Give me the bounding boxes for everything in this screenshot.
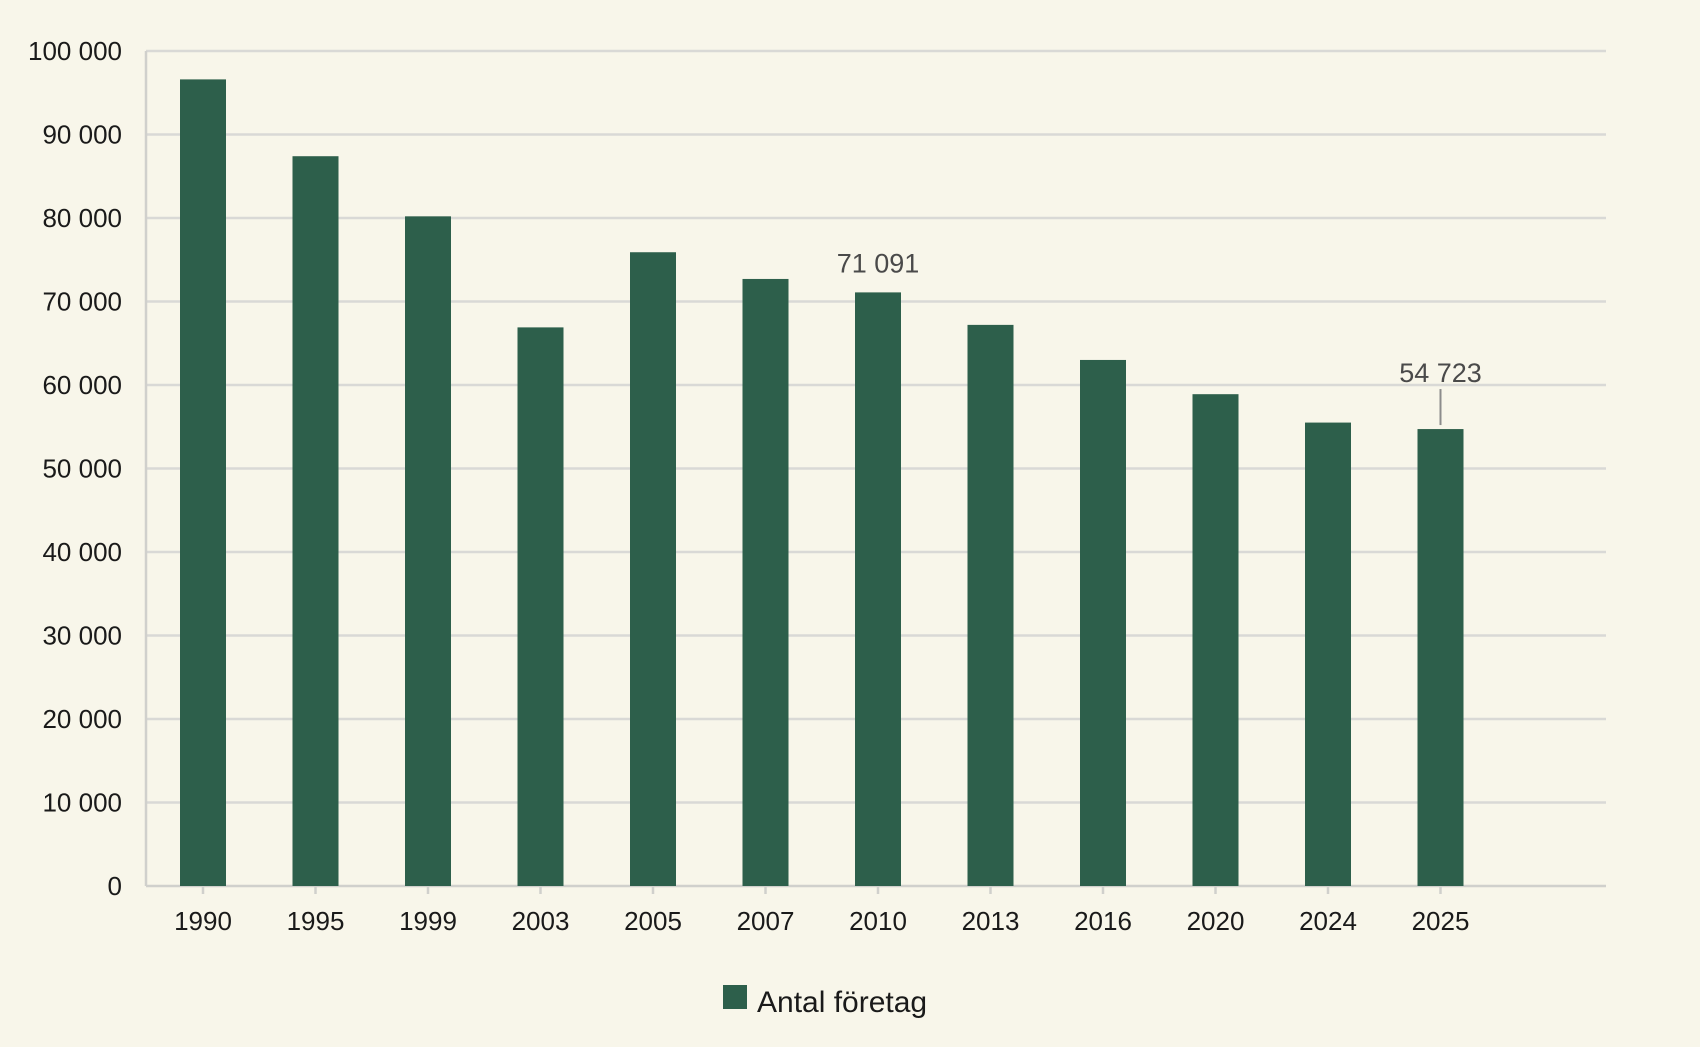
bar-2025 <box>1417 429 1464 886</box>
legend-swatch <box>723 985 747 1009</box>
y-tick-label: 30 000 <box>42 621 122 651</box>
y-tick-label: 10 000 <box>42 788 122 818</box>
data-labels: 71 091 54 723 <box>837 248 1482 426</box>
y-tick-label: 70 000 <box>42 287 122 317</box>
bar-1995 <box>292 156 339 886</box>
x-tick-label-2024: 2024 <box>1299 906 1357 936</box>
y-tick-label: 40 000 <box>42 537 122 567</box>
legend-label: Antal företag <box>757 986 927 1019</box>
data-label-2010: 71 091 <box>837 248 920 278</box>
bar-2013 <box>967 324 1014 886</box>
y-tick-label: 0 <box>108 871 122 901</box>
x-tick-label-1995: 1995 <box>287 906 345 936</box>
x-tick-label-2005: 2005 <box>624 906 682 936</box>
x-tick-label-2020: 2020 <box>1187 906 1245 936</box>
bar-2003 <box>517 327 564 886</box>
x-tick-label-2010: 2010 <box>849 906 907 936</box>
bar-2024 <box>1305 422 1351 886</box>
bar-2020 <box>1192 394 1239 886</box>
y-tick-label: 80 000 <box>42 203 122 233</box>
bar-1990 <box>180 79 226 886</box>
legend: Antal företag <box>723 985 927 1019</box>
bar-1999 <box>405 216 451 886</box>
x-tick-label-2013: 2013 <box>962 906 1020 936</box>
y-tick-label: 90 000 <box>42 120 122 150</box>
y-tick-label: 60 000 <box>42 370 122 400</box>
x-tick-label-2003: 2003 <box>512 906 570 936</box>
y-tick-label: 20 000 <box>42 704 122 734</box>
x-tick-label-1999: 1999 <box>399 906 457 936</box>
bar-2016 <box>1080 359 1126 886</box>
x-axis-tick-labels: 1990 1995 1999 2003 2005 2007 2010 2013 2016 2020… <box>174 886 1469 936</box>
x-tick-label-1990: 1990 <box>174 906 232 936</box>
bars <box>180 79 1464 887</box>
bar-2005 <box>630 252 676 887</box>
x-tick-label-2016: 2016 <box>1074 906 1132 936</box>
x-tick-label-2007: 2007 <box>737 906 795 936</box>
x-tick-label-2025: 2025 <box>1412 906 1470 936</box>
y-axis-tick-labels: 0 10 000 20 000 30 000 40 000 50 000 60 000 70 … <box>28 36 122 901</box>
y-tick-label: 50 000 <box>42 454 122 484</box>
data-label-2025: 54 723 <box>1399 358 1482 388</box>
y-tick-label: 100 000 <box>28 36 122 66</box>
bar-2007 <box>742 278 789 887</box>
bar-2010 <box>855 292 901 886</box>
